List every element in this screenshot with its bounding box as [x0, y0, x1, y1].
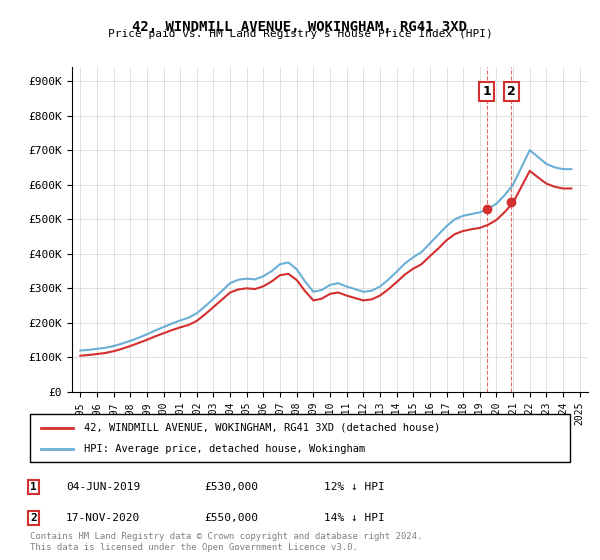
Text: Contains HM Land Registry data © Crown copyright and database right 2024.
This d: Contains HM Land Registry data © Crown c… [30, 532, 422, 552]
Text: £530,000: £530,000 [204, 482, 258, 492]
Text: 42, WINDMILL AVENUE, WOKINGHAM, RG41 3XD: 42, WINDMILL AVENUE, WOKINGHAM, RG41 3XD [133, 20, 467, 34]
Text: 42, WINDMILL AVENUE, WOKINGHAM, RG41 3XD (detached house): 42, WINDMILL AVENUE, WOKINGHAM, RG41 3XD… [84, 423, 440, 433]
FancyBboxPatch shape [30, 414, 570, 462]
Text: HPI: Average price, detached house, Wokingham: HPI: Average price, detached house, Woki… [84, 444, 365, 454]
Text: 04-JUN-2019: 04-JUN-2019 [66, 482, 140, 492]
Text: 14% ↓ HPI: 14% ↓ HPI [324, 513, 385, 523]
Text: 1: 1 [482, 85, 491, 98]
Text: 1: 1 [30, 482, 37, 492]
Text: Price paid vs. HM Land Registry's House Price Index (HPI): Price paid vs. HM Land Registry's House … [107, 29, 493, 39]
Text: 2: 2 [30, 513, 37, 523]
Text: 2: 2 [507, 85, 515, 98]
Text: 17-NOV-2020: 17-NOV-2020 [66, 513, 140, 523]
Text: £550,000: £550,000 [204, 513, 258, 523]
Text: 12% ↓ HPI: 12% ↓ HPI [324, 482, 385, 492]
